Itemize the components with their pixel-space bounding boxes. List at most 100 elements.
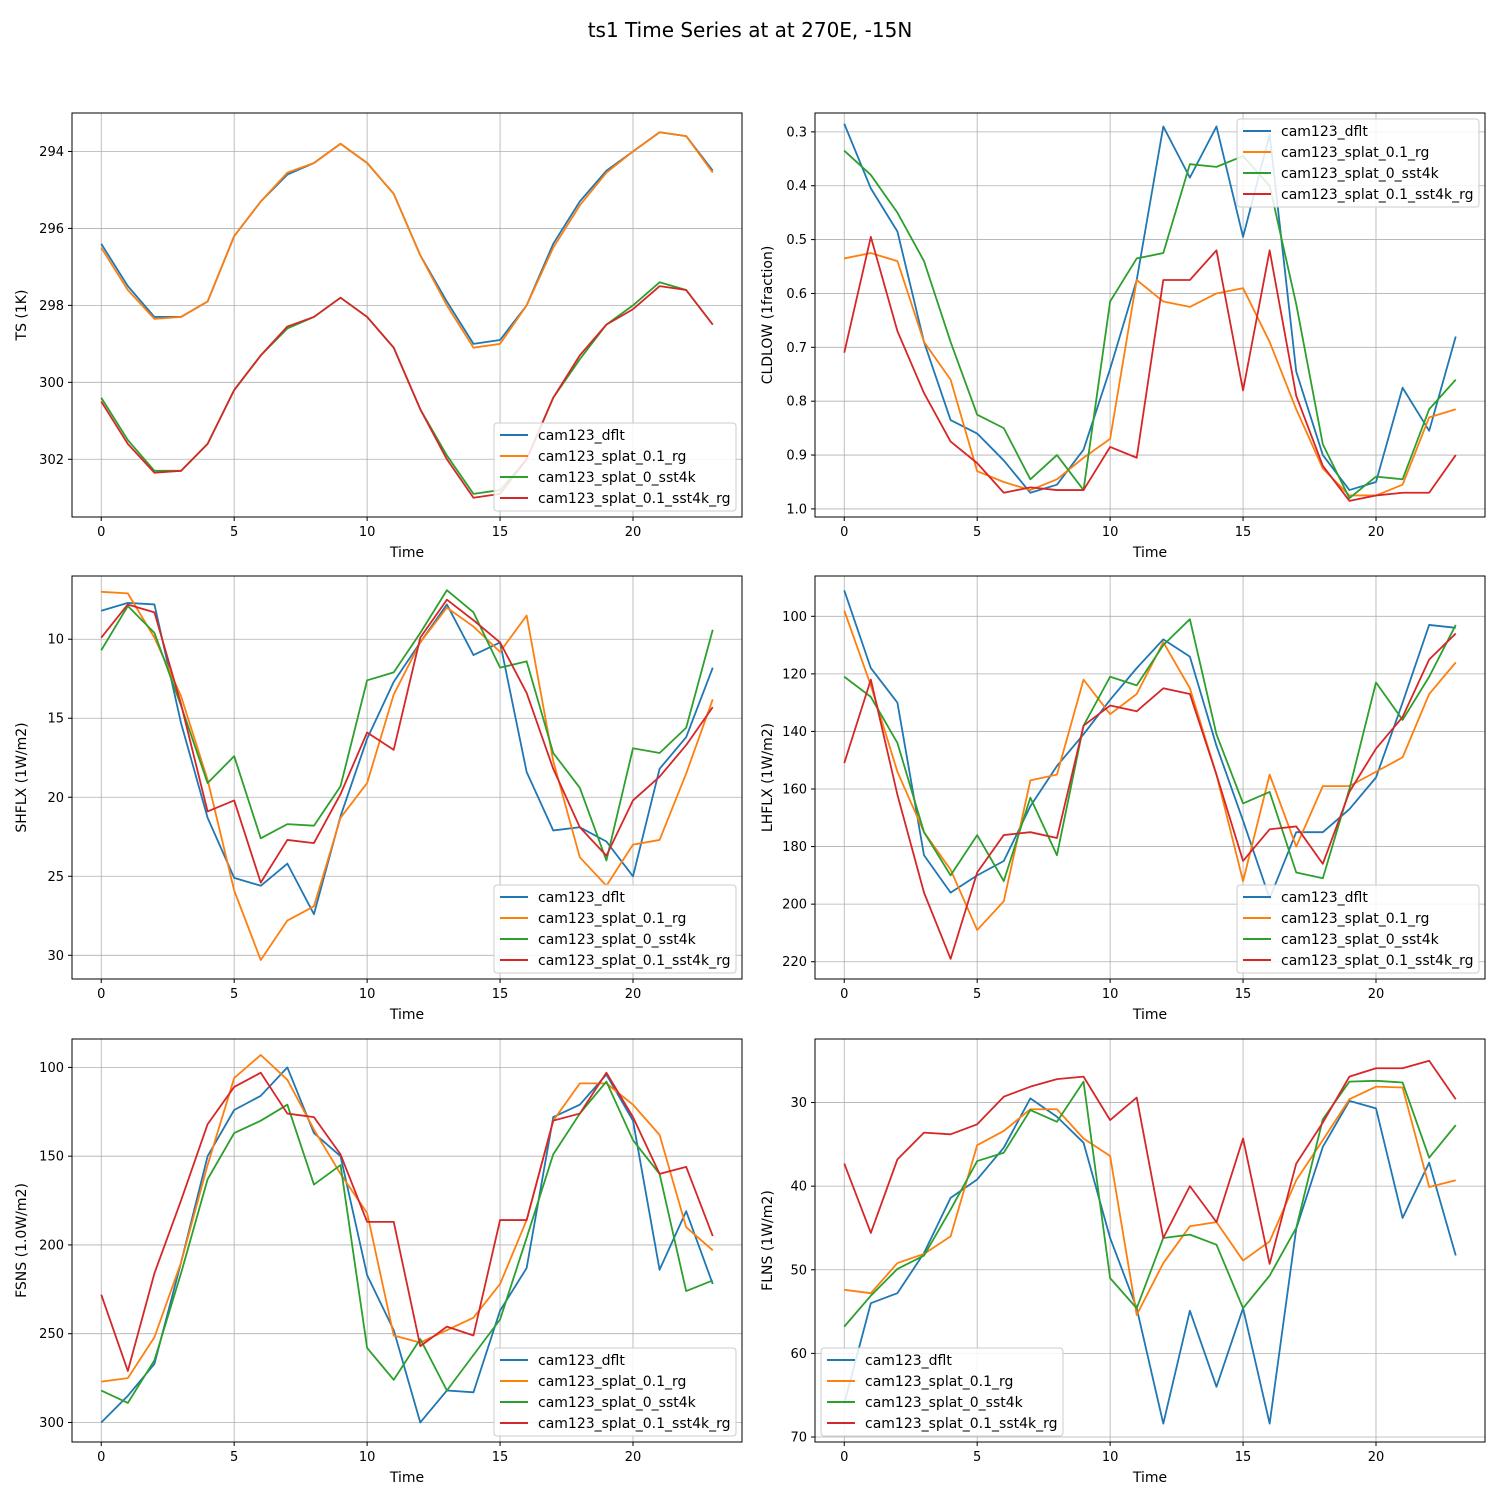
legend-entry: cam123_splat_0.1_sst4k_rg xyxy=(1281,953,1474,969)
x-tick-label: 20 xyxy=(625,1450,642,1465)
x-tick-label: 10 xyxy=(1102,987,1119,1002)
y-axis-label: FSNS (1.0W/m2) xyxy=(14,1183,30,1298)
series-line-3 xyxy=(843,235,1457,502)
legend: cam123_dflt cam123_splat_0.1_rg cam123_spl… xyxy=(493,422,737,512)
legend-entry: cam123_splat_0.1_rg xyxy=(1281,911,1429,927)
y-tick-label: 250 xyxy=(39,1327,64,1342)
series-line-0 xyxy=(843,1097,1457,1425)
x-tick-label: 15 xyxy=(1235,987,1252,1002)
legend-entry: cam123_splat_0.1_sst4k_rg xyxy=(538,1416,731,1432)
y-tick-label: 30 xyxy=(47,949,64,964)
series-line-2 xyxy=(843,150,1457,500)
chart-shflx: 0 5 10 15 20 10 15 20 25 30 Time SHFLX (1W/m2) cam12… xyxy=(14,575,743,1023)
x-tick-label: 15 xyxy=(1235,1450,1252,1465)
y-tick-label: 1.0 xyxy=(786,502,807,517)
x-axis-label: Time xyxy=(1132,545,1167,561)
y-tick-label: 120 xyxy=(782,667,807,682)
legend-entry: cam123_dflt xyxy=(1281,124,1368,140)
y-tick-label: 100 xyxy=(782,610,807,625)
series-line-1 xyxy=(844,1085,1456,1316)
legend-entry: cam123_splat_0.1_sst4k_rg xyxy=(538,491,731,507)
y-tick-label: 40 xyxy=(790,1180,807,1195)
x-tick-label: 20 xyxy=(625,525,642,540)
y-axis-label: SHFLX (1W/m2) xyxy=(14,722,30,832)
legend-entry: cam123_splat_0_sst4k xyxy=(538,1395,697,1411)
x-tick-label: 0 xyxy=(840,525,848,540)
plot-frame xyxy=(71,112,743,518)
chart-lhflx: 0 5 10 15 20 100 120 140 160 180 200 220 Time LHFLX (… xyxy=(760,575,1486,1023)
x-tick-label: 10 xyxy=(359,987,376,1002)
series-line-0 xyxy=(843,123,1457,494)
legend: cam123_dflt cam123_splat_0.1_rg cam123_spl… xyxy=(820,1347,1064,1437)
x-tick-label: 15 xyxy=(1235,525,1252,540)
y-tick-label: 180 xyxy=(782,840,807,855)
x-tick-label: 0 xyxy=(97,987,105,1002)
series-line-2 xyxy=(100,589,714,862)
y-axis-label: FLNS (1W/m2) xyxy=(760,1190,776,1291)
x-tick-label: 5 xyxy=(230,987,238,1002)
legend-entry: cam123_splat_0.1_rg xyxy=(538,911,686,927)
y-axis-label: TS (1K) xyxy=(14,290,30,342)
chart-ts: 0 5 10 15 20 294 296 298 300 302 Time TS (1K) cam123… xyxy=(14,112,743,561)
y-tick-label: 294 xyxy=(39,145,64,160)
plot-frame xyxy=(814,112,1486,518)
x-tick-label: 5 xyxy=(973,987,981,1002)
x-tick-label: 5 xyxy=(973,1450,981,1465)
y-tick-label: 150 xyxy=(39,1150,64,1165)
x-tick-label: 20 xyxy=(1368,987,1385,1002)
legend-entry: cam123_splat_0_sst4k xyxy=(1281,166,1440,182)
x-tick-label: 0 xyxy=(97,525,105,540)
y-tick-label: 0.5 xyxy=(786,233,807,248)
x-tick-label: 15 xyxy=(492,525,509,540)
x-tick-label: 10 xyxy=(1102,1450,1119,1465)
legend-entry: cam123_splat_0.1_sst4k_rg xyxy=(538,953,731,969)
series-line-3 xyxy=(100,598,714,884)
plot-frame xyxy=(71,575,743,980)
legend-entry: cam123_dflt xyxy=(865,1353,952,1369)
x-tick-label: 5 xyxy=(230,1450,238,1465)
x-tick-label: 15 xyxy=(492,1450,509,1465)
series-line-3 xyxy=(100,285,714,499)
series-line-2 xyxy=(100,1080,714,1404)
y-tick-label: 200 xyxy=(782,898,807,913)
y-tick-label: 0.4 xyxy=(786,179,807,194)
legend-entry: cam123_dflt xyxy=(538,428,625,444)
y-tick-label: 20 xyxy=(47,791,64,806)
y-tick-label: 0.3 xyxy=(786,125,807,140)
x-tick-label: 5 xyxy=(973,525,981,540)
legend-box xyxy=(493,1347,737,1437)
series-line-0 xyxy=(843,590,1456,900)
series-line-3 xyxy=(100,1071,714,1372)
y-tick-label: 0.8 xyxy=(786,395,807,410)
legend: cam123_dflt cam123_splat_0.1_rg cam123_spl… xyxy=(1236,118,1480,208)
x-tick-label: 0 xyxy=(840,1450,848,1465)
legend-entry: cam123_splat_0.1_rg xyxy=(865,1374,1013,1390)
plot-frame xyxy=(814,575,1486,980)
series-line-1 xyxy=(100,131,714,349)
legend-entry: cam123_splat_0_sst4k xyxy=(865,1395,1024,1411)
series-line-1 xyxy=(101,590,714,961)
legend-entry: cam123_dflt xyxy=(538,1353,625,1369)
plot-frame xyxy=(814,1038,1486,1443)
series-line-3 xyxy=(843,632,1457,960)
y-tick-label: 298 xyxy=(39,299,64,314)
x-tick-label: 10 xyxy=(359,525,376,540)
chart-flns: 0 5 10 15 20 30 40 50 60 70 Time FLNS (1W/m2) cam123… xyxy=(760,1038,1486,1486)
y-tick-label: 30 xyxy=(790,1096,807,1111)
legend-box xyxy=(820,1347,1064,1437)
y-tick-label: 220 xyxy=(782,955,807,970)
legend-entry: cam123_splat_0.1_sst4k_rg xyxy=(865,1416,1058,1432)
y-tick-label: 140 xyxy=(782,725,807,740)
chart-cldlow: 0 5 10 15 20 0.3 0.4 0.5 0.6 0.7 0.8 0.9 1.0 Time CLDL… xyxy=(760,112,1486,561)
series-line-0 xyxy=(100,131,714,345)
y-tick-label: 0.7 xyxy=(786,341,807,356)
legend-box xyxy=(493,422,737,512)
legend: cam123_dflt cam123_splat_0.1_rg cam123_spl… xyxy=(493,1347,737,1437)
y-tick-label: 0.6 xyxy=(786,287,807,302)
series-line-2 xyxy=(843,618,1457,883)
legend-entry: cam123_splat_0.1_rg xyxy=(538,449,686,465)
x-tick-label: 20 xyxy=(1368,525,1385,540)
y-tick-label: 302 xyxy=(39,453,64,468)
legend-entry: cam123_splat_0.1_sst4k_rg xyxy=(1281,187,1474,203)
